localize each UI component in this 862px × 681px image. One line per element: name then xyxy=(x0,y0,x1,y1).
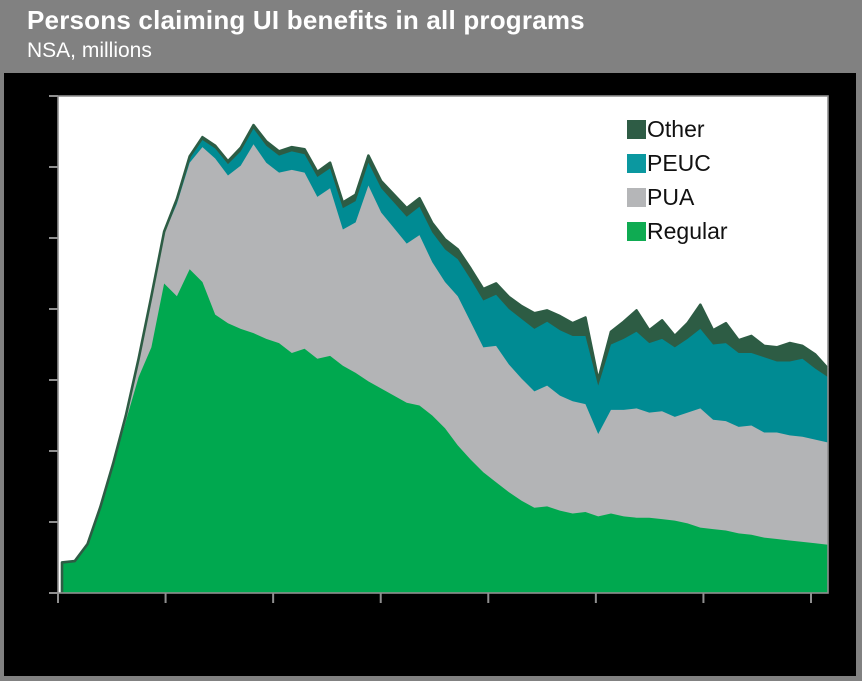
page-subtitle: NSA, millions xyxy=(27,39,152,62)
legend-label-pua: PUA xyxy=(647,183,695,210)
legend-item-pua: PUA xyxy=(627,180,728,214)
page-title: Persons claiming UI benefits in all prog… xyxy=(27,5,585,35)
legend-item-other: Other xyxy=(627,112,728,146)
legend-item-peuc: PEUC xyxy=(627,146,728,180)
legend-label-peuc: PEUC xyxy=(647,149,711,176)
legend: Other PEUC PUA Regular xyxy=(627,112,728,248)
legend-swatch-pua xyxy=(627,187,646,207)
legend-item-regular: Regular xyxy=(627,214,728,248)
title-bar: Persons claiming UI benefits in all prog… xyxy=(0,0,862,73)
legend-swatch-regular xyxy=(627,221,646,241)
legend-label-regular: Regular xyxy=(647,217,728,244)
legend-swatch-other xyxy=(627,119,646,139)
legend-swatch-peuc xyxy=(627,153,646,173)
legend-label-other: Other xyxy=(647,115,705,142)
